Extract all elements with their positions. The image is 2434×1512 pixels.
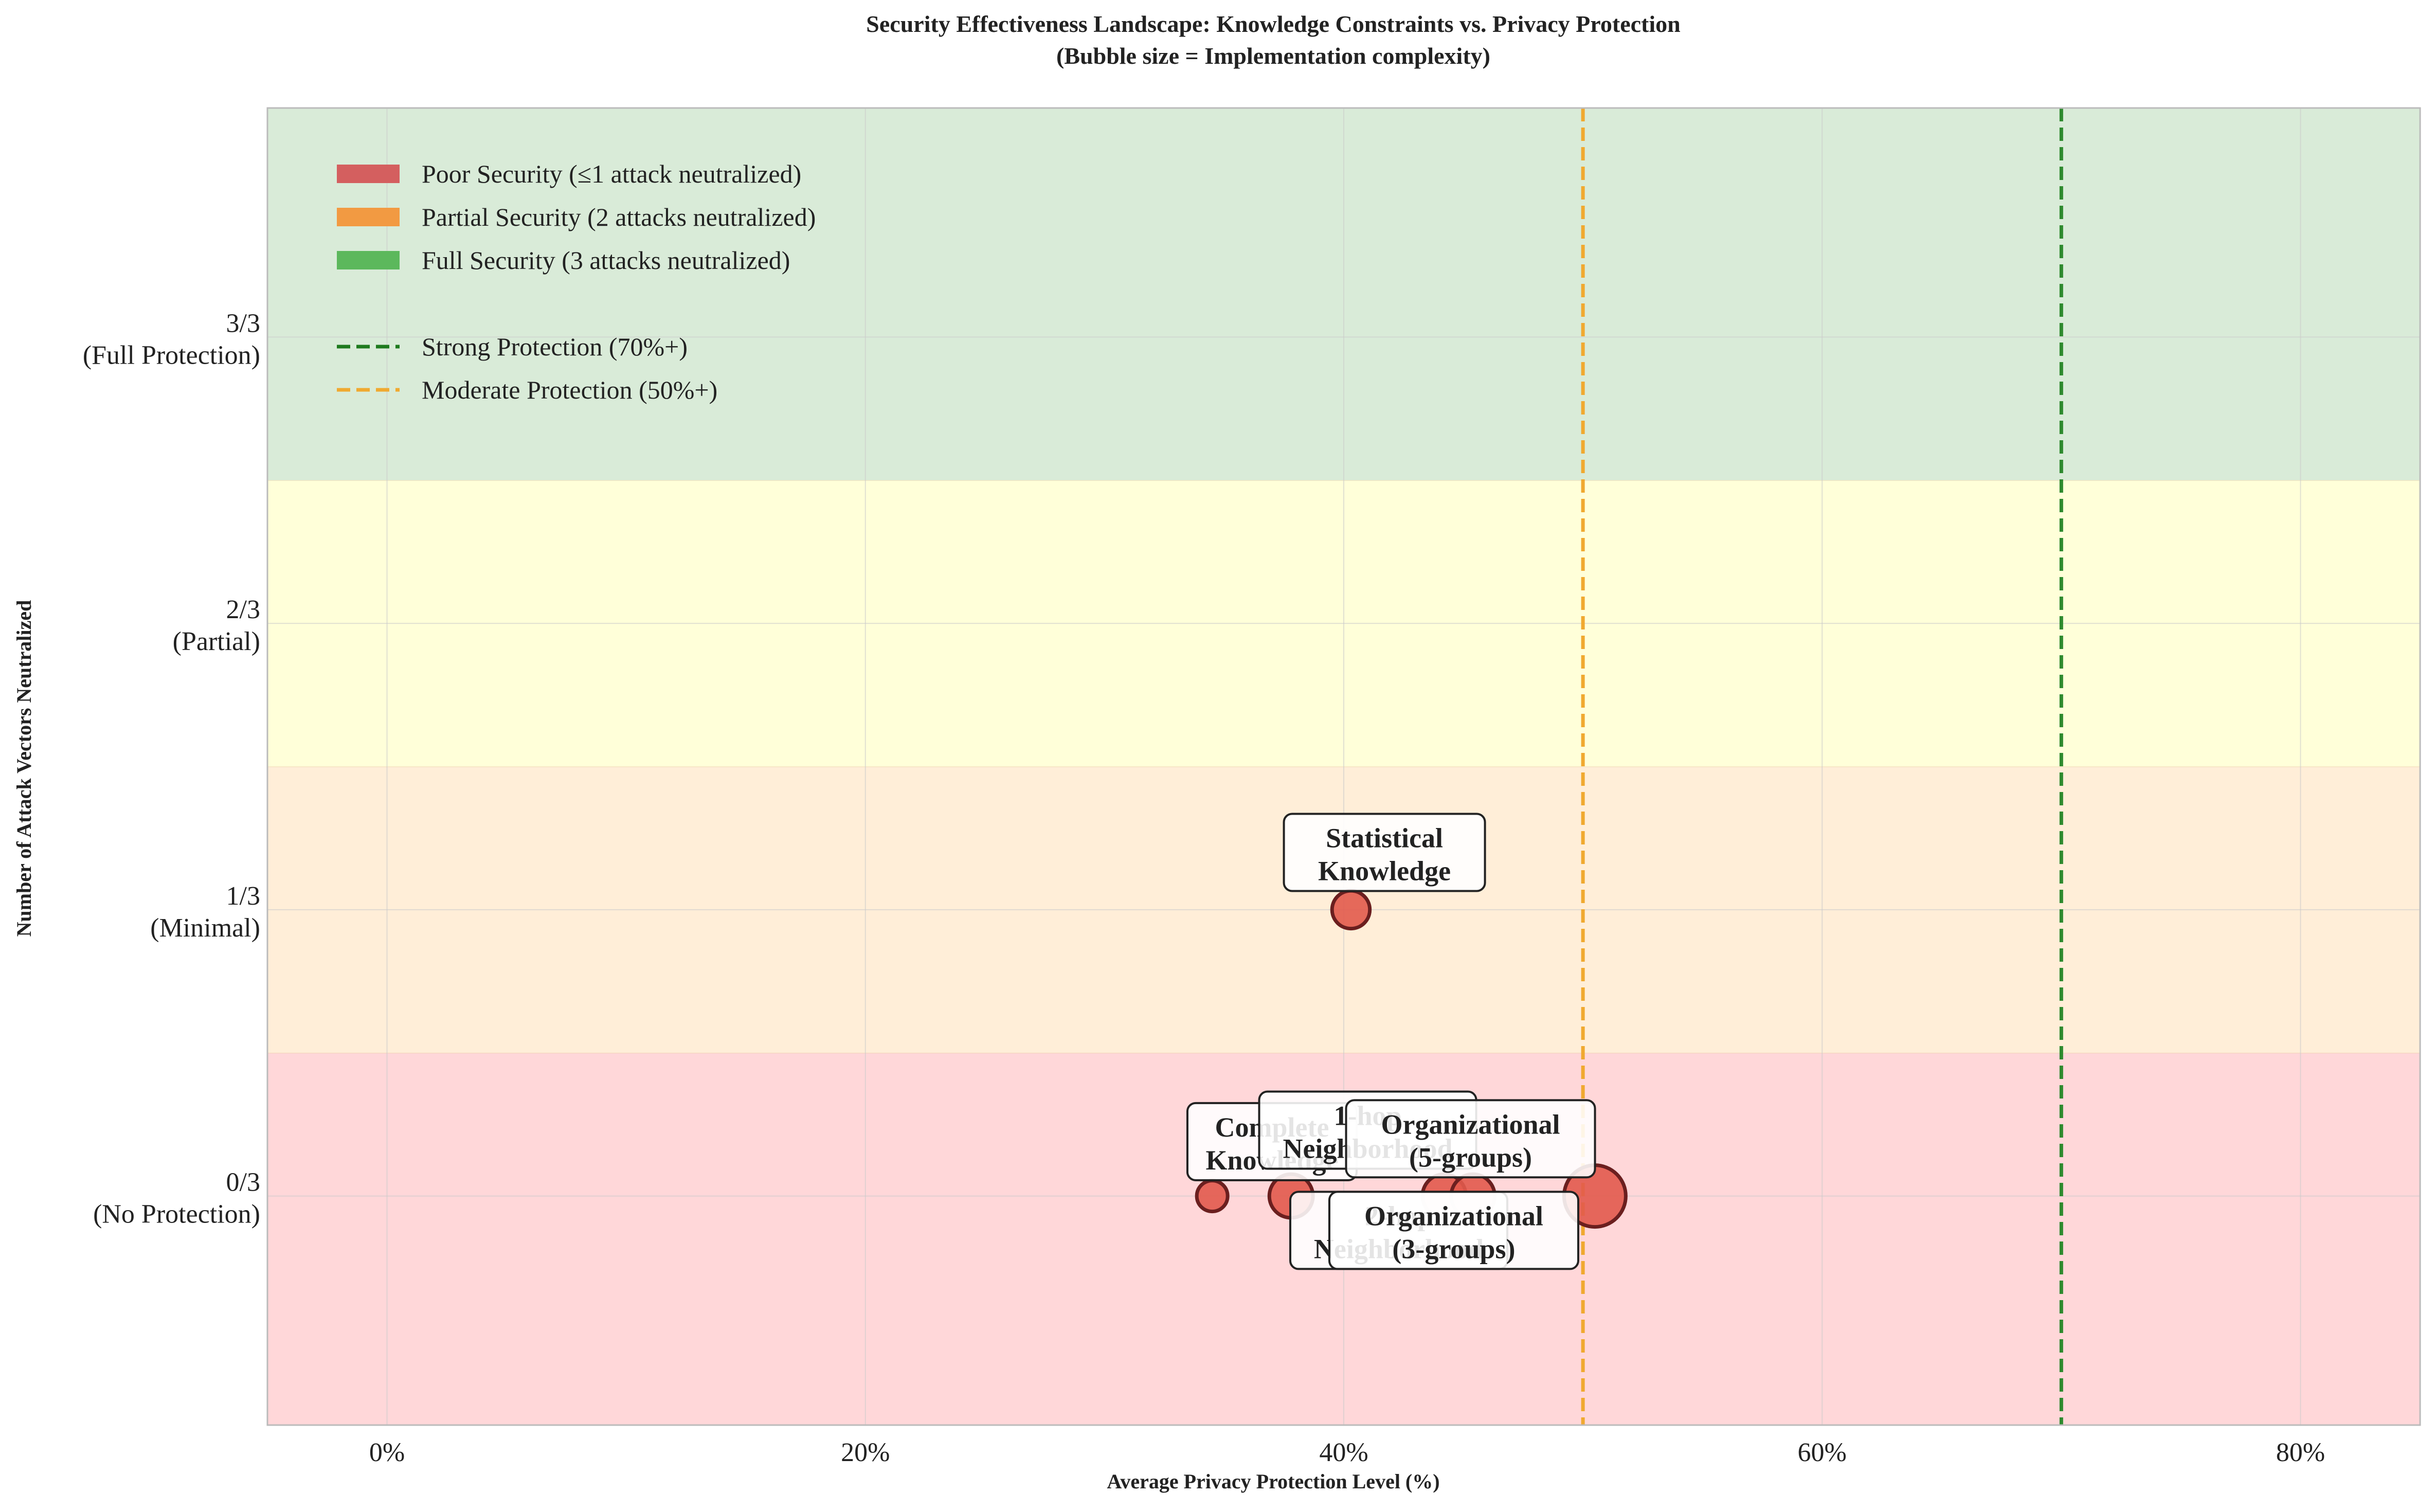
legend-label: Partial Security (2 attacks neutralized) (422, 203, 816, 231)
x-axis-label: Average Privacy Protection Level (%) (1107, 1470, 1439, 1493)
y-tick-label: 3/3 (226, 309, 260, 338)
x-tick-label: 80% (2276, 1438, 2325, 1467)
legend-entry-2: Full Security (3 attacks neutralized) (337, 246, 790, 275)
y-tick-label: 1/3 (226, 881, 260, 911)
legend-label: Strong Protection (70%+) (422, 332, 688, 361)
legend-swatch (337, 208, 400, 226)
legend-label: Moderate Protection (50%+) (422, 375, 717, 404)
point-annotation: Organizational(5-groups) (1345, 1099, 1596, 1179)
y-tick-label: (Full Protection) (83, 340, 260, 370)
legend-label: Full Security (3 attacks neutralized) (422, 246, 790, 275)
annotation-box (1328, 1191, 1579, 1270)
y-axis-label: Number of Attack Vectors Neutralized (12, 600, 35, 937)
annotation-box (1283, 813, 1486, 892)
x-tick-label: 60% (1798, 1438, 1847, 1467)
x-tick-label: 20% (841, 1438, 890, 1467)
annotation-label: Statistical (1326, 823, 1443, 854)
legend-swatch (337, 251, 400, 269)
legend-entry-0: Poor Security (≤1 attack neutralized) (337, 159, 801, 188)
legend-entry-1: Partial Security (2 attacks neutralized) (337, 203, 816, 231)
chart-title: Security Effectiveness Landscape: Knowle… (866, 11, 1680, 37)
y-tick-label: (Partial) (173, 627, 260, 656)
annotation-label: Organizational (1364, 1200, 1543, 1231)
annotation-box (1345, 1099, 1596, 1179)
legend-entry-4: Moderate Protection (50%+) (337, 375, 717, 404)
chart-subtitle: (Bubble size = Implementation complexity… (1056, 43, 1490, 69)
annotation-label: Knowledge (1318, 856, 1451, 887)
legend-entry-3: Strong Protection (70%+) (337, 332, 688, 361)
legend-swatch (337, 165, 400, 183)
x-tick-label: 0% (369, 1438, 405, 1467)
y-tick-label: (No Protection) (93, 1200, 260, 1229)
axes-frame (266, 107, 2421, 1426)
bubble-point (1195, 1179, 1230, 1214)
annotation-label: Organizational (1381, 1109, 1560, 1140)
annotation-label: (3-groups) (1392, 1233, 1515, 1264)
point-annotation: Organizational(3-groups) (1328, 1191, 1579, 1270)
bubble-point (1330, 889, 1372, 931)
plot-area: 0% 20% 40% 60% 80% 0/3 (No Protection) 1/3(Mini… (83, 107, 2421, 1467)
x-tick-label: 40% (1319, 1438, 1368, 1467)
y-tick-label: 2/3 (226, 595, 260, 624)
annotation-label: (5-groups) (1409, 1142, 1532, 1173)
legend-label: Poor Security (≤1 attack neutralized) (422, 159, 801, 188)
y-tick-label: (Minimal) (150, 913, 260, 943)
y-tick-label: 0/3 (226, 1168, 260, 1197)
